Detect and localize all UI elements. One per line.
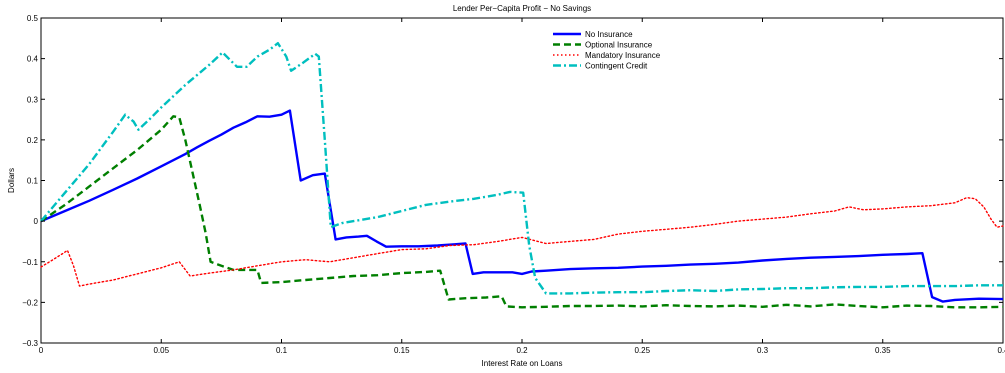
legend-label: No Insurance (585, 30, 633, 39)
legend-label: Optional Insurance (585, 41, 653, 50)
y-tick-label: 0.5 (27, 14, 39, 23)
y-tick-label: −0.2 (22, 298, 38, 307)
legend-label: Mandatory Insurance (585, 51, 661, 60)
x-tick-label: 0.15 (394, 346, 410, 355)
x-tick-label: 0.05 (153, 346, 169, 355)
y-tick-label: −0.3 (22, 339, 38, 348)
x-tick-label: 0.3 (757, 346, 769, 355)
x-tick-label: 0.1 (276, 346, 288, 355)
legend: No Insurance Optional InsuranceMandatory … (553, 30, 661, 71)
x-tick-label: 0 (39, 346, 44, 355)
x-axis-title: Interest Rate on Loans (482, 359, 563, 368)
x-tick-label: 0.25 (634, 346, 650, 355)
y-tick-label: 0.4 (27, 55, 39, 64)
series-line-mandatory-insurance (40, 196, 1004, 287)
plot-area: 0 0.05 0.1 0.15 0.2 0.25 0.3 0.35 0.4 −0.3 −0.2 −0.… (22, 14, 1005, 355)
chart-title: Lender Per−Capita Profit − No Savings (453, 4, 591, 13)
y-tick-label: 0.3 (27, 95, 39, 104)
series-line-contingent-credit (40, 42, 1003, 295)
y-tick-label: 0.1 (27, 177, 39, 186)
series-line-optional-insurance (40, 115, 1004, 309)
y-tick-label: 0.2 (27, 136, 39, 145)
series-line-no-insurance (40, 109, 1004, 303)
y-tick-label: −0.1 (22, 258, 38, 267)
y-tick-label: 0 (34, 217, 39, 226)
series-layer (40, 42, 1004, 309)
x-tick-label: 0.4 (997, 346, 1005, 355)
ticks-layer: 0 0.05 0.1 0.15 0.2 0.25 0.3 0.35 0.4 −0.3 −0.2 −0.… (22, 14, 1005, 355)
legend-label: Contingent Credit (585, 62, 648, 71)
x-tick-label: 0.35 (875, 346, 891, 355)
x-tick-label: 0.2 (516, 346, 528, 355)
y-axis-title: Dollars (7, 168, 16, 193)
